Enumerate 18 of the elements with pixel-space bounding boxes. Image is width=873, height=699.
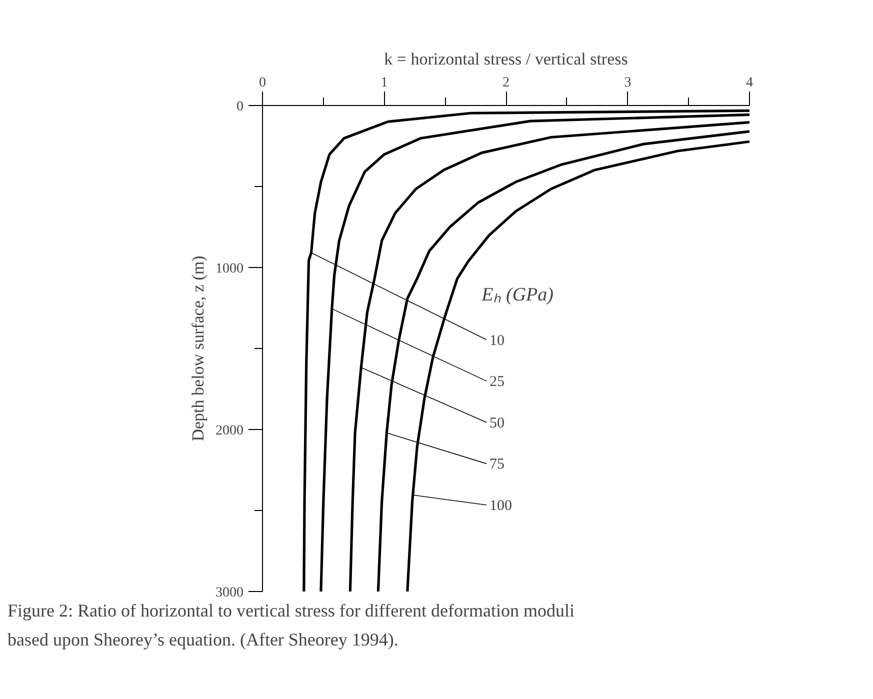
y-tick-label: 0: [236, 100, 244, 114]
y-tick-label: 1000: [216, 262, 244, 276]
annotation: 75: [490, 456, 505, 473]
caption: Figure 2: Ratio of horizontal to vertical stress for different deformation moduli based upon Sheorey’s equation. (After Sheorey 1994).: [8, 600, 575, 650]
x-tick-label: 2: [502, 76, 510, 90]
legend-title: Eₕ (GPa): [480, 284, 554, 306]
x-tick-label: 4: [746, 76, 753, 90]
x-tick-label: 1: [380, 76, 388, 90]
annotation: 25: [490, 374, 505, 390]
y-tick-label: 2000: [216, 424, 244, 438]
annotation: 10: [490, 332, 505, 349]
annotation: 50: [490, 415, 505, 432]
y-axis-title: Depth below surface, z (m): [188, 256, 208, 442]
x-axis-title: k = horizontal stress / vertical stress: [384, 50, 628, 68]
annotation: 100: [490, 498, 512, 514]
x-tick-label: 0: [259, 76, 266, 90]
y-tick-label: 3000: [216, 586, 244, 600]
x-tick-label: 3: [624, 76, 632, 90]
